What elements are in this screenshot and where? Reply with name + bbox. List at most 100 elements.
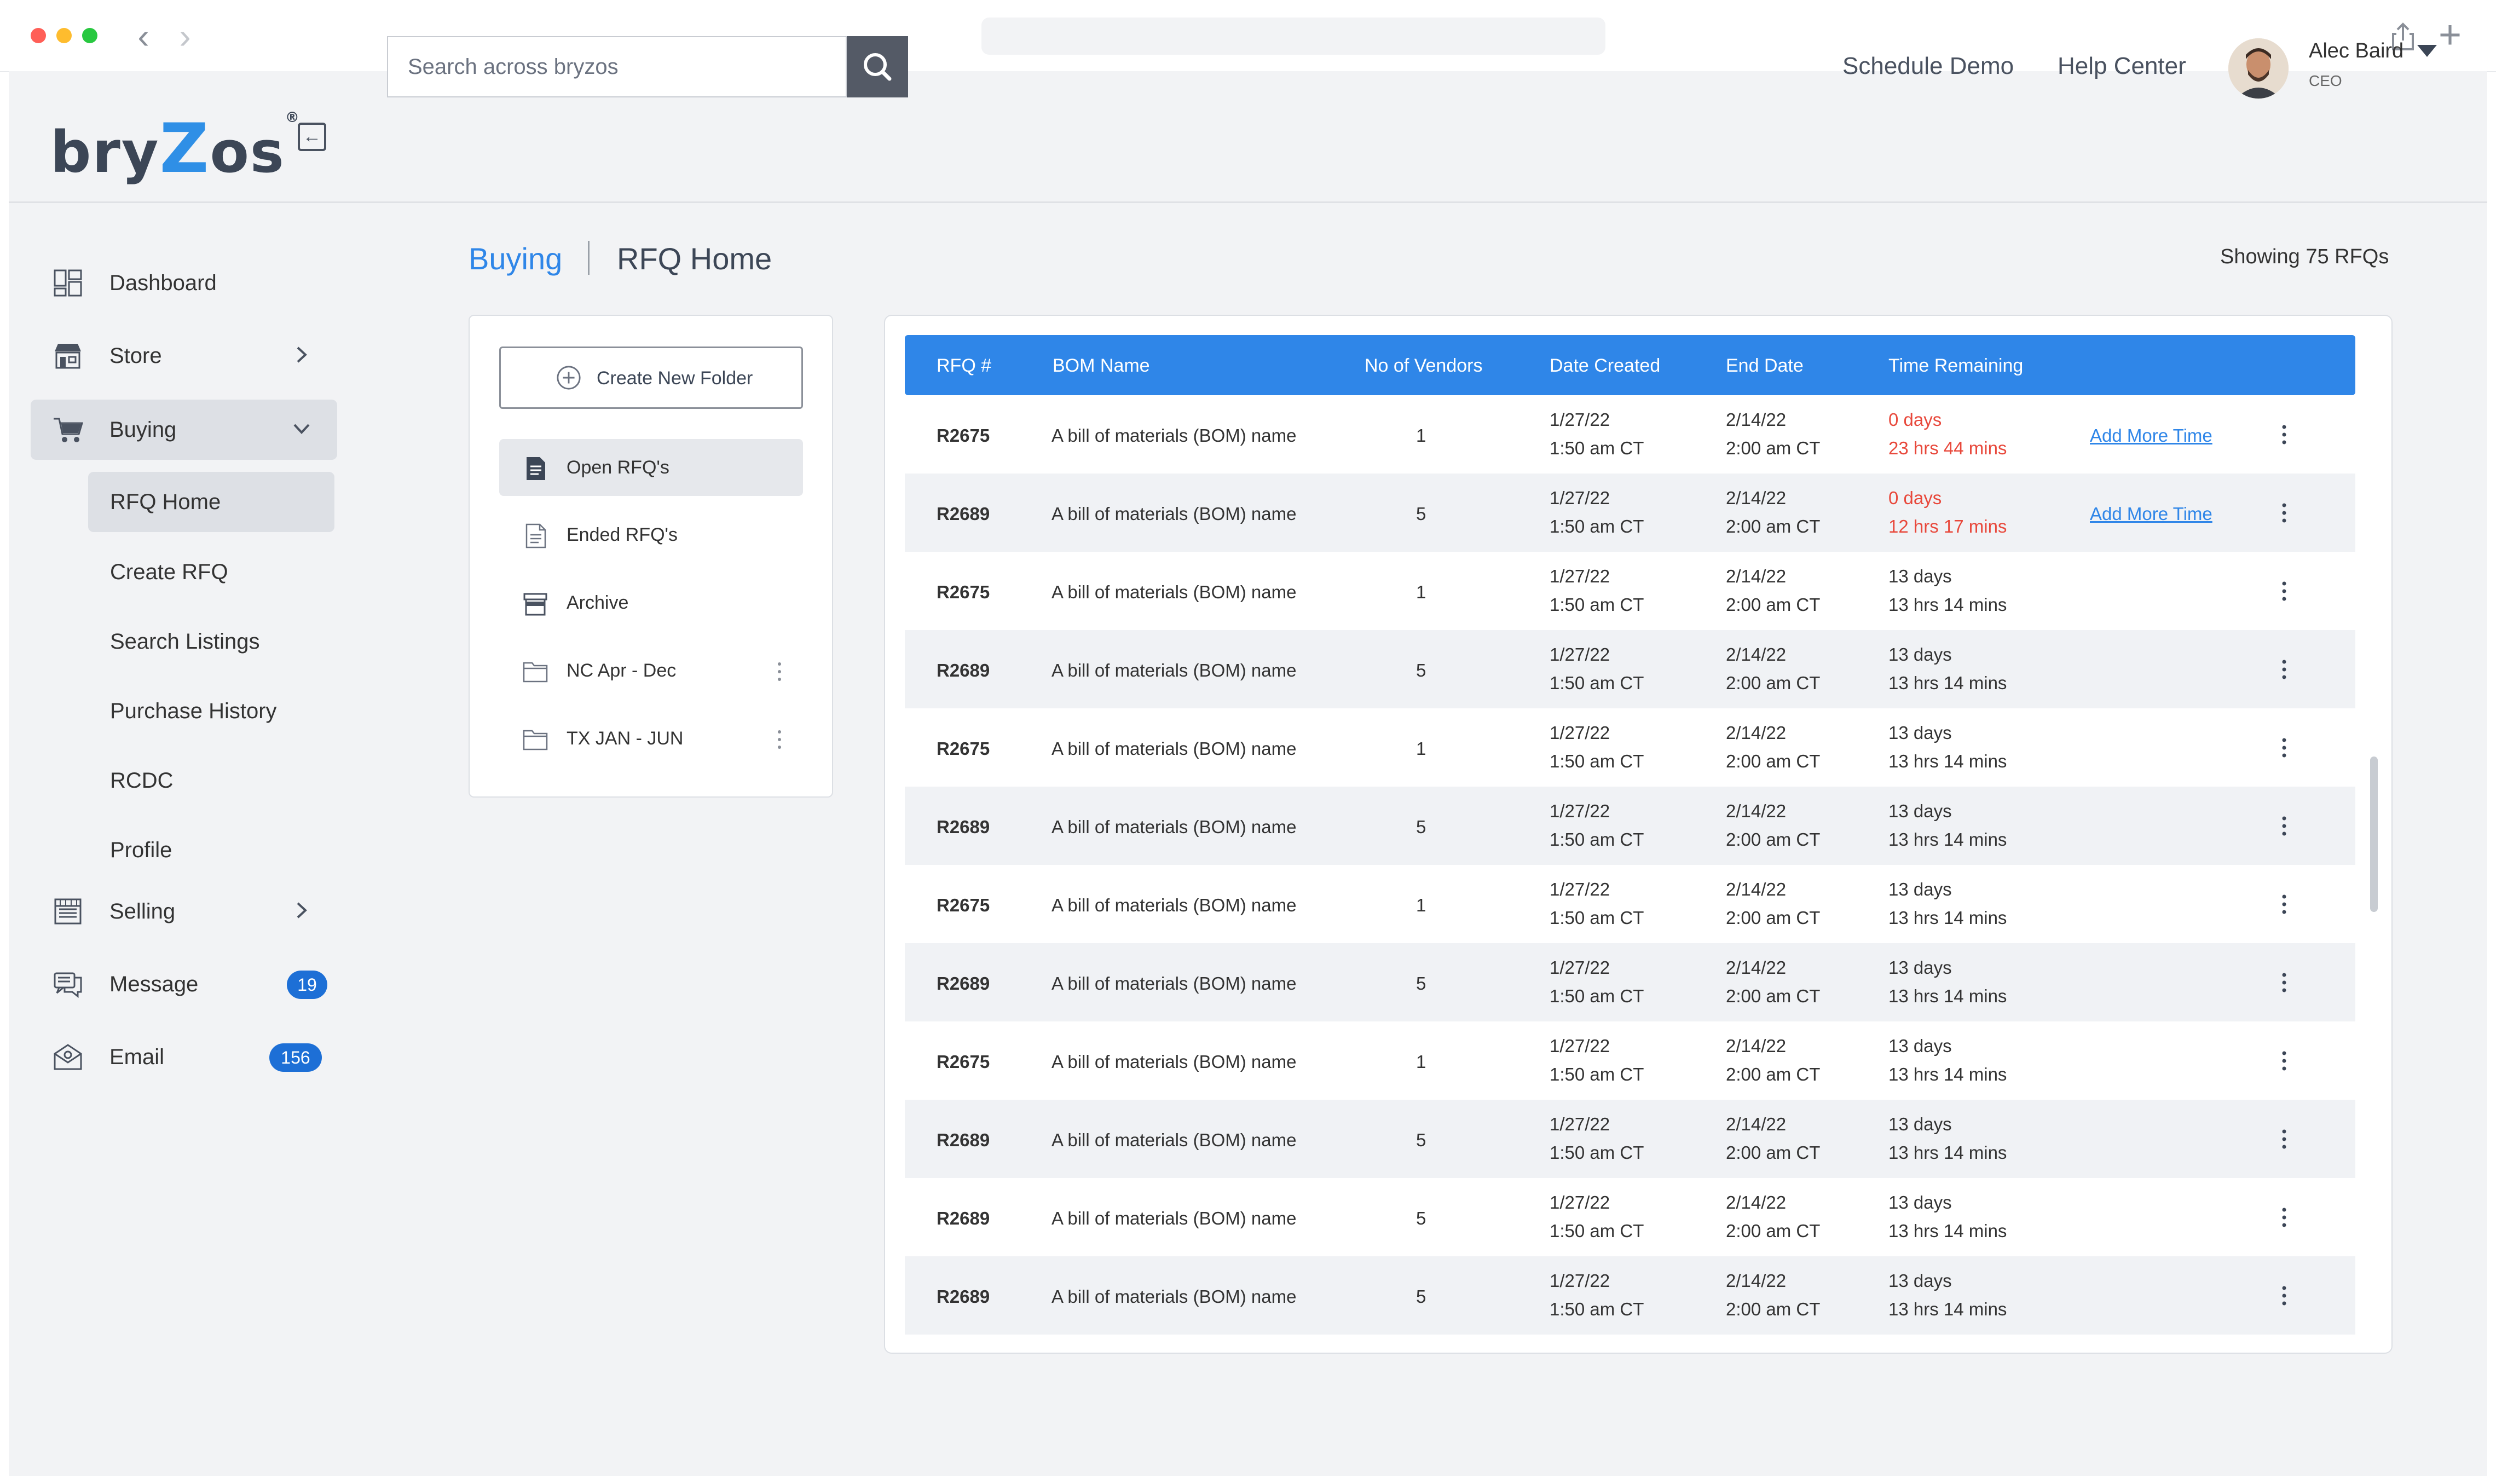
dashboard-icon	[54, 269, 82, 297]
table-row[interactable]: R2675 A bill of materials (BOM) name 1 1/27…	[905, 1021, 2355, 1100]
vendor-count: 5	[1416, 1130, 1426, 1150]
time-created: 1:50 am CT	[1550, 1221, 1644, 1241]
row-kebab-menu-icon[interactable]	[2279, 1047, 2290, 1075]
table-row[interactable]: R2689 A bill of materials (BOM) name 5 1/27…	[905, 1100, 2355, 1178]
window-minimize-button[interactable]	[56, 28, 72, 43]
sidebar-subitem-create-rfq[interactable]: Create RFQ	[88, 542, 334, 602]
column-header-vendors[interactable]: No of Vendors	[1365, 355, 1483, 376]
column-header-date-created[interactable]: Date Created	[1550, 355, 1661, 376]
collapse-sidebar-icon[interactable]: ←	[298, 123, 326, 151]
address-bar[interactable]	[981, 18, 1605, 55]
column-header-rfq[interactable]: RFQ #	[937, 355, 992, 376]
table-row[interactable]: R2689 A bill of materials (BOM) name 5 1/27…	[905, 787, 2355, 865]
row-kebab-menu-icon[interactable]	[2279, 734, 2290, 762]
time-created: 1:50 am CT	[1550, 1064, 1644, 1084]
sidebar-subitem-search-listings[interactable]: Search Listings	[88, 611, 334, 672]
sidebar-item-label: Buying	[109, 418, 177, 442]
bryzos-logo[interactable]: bryZos®	[50, 109, 301, 188]
create-new-folder-button[interactable]: Create New Folder	[499, 347, 803, 409]
add-circle-icon	[557, 366, 581, 390]
table-row[interactable]: R2689 A bill of materials (BOM) name 5 1/27…	[905, 1256, 2355, 1335]
help-center-link[interactable]: Help Center	[2058, 53, 2186, 79]
row-kebab-menu-icon[interactable]	[2279, 812, 2290, 840]
message-count-badge: 19	[287, 971, 327, 999]
days-remaining: 13 days	[1888, 1192, 1952, 1212]
table-row[interactable]: R2675 A bill of materials (BOM) name 1 1/27…	[905, 552, 2355, 630]
sidebar-subitem-rcdc[interactable]: RCDC	[88, 750, 334, 811]
user-name[interactable]: Alec Baird	[2309, 39, 2404, 62]
table-row[interactable]: R2689 A bill of materials (BOM) name 5 1/27…	[905, 1178, 2355, 1256]
chevron-right-icon	[297, 902, 307, 919]
window-maximize-button[interactable]	[82, 28, 97, 43]
back-arrow-icon[interactable]: ‹	[137, 16, 149, 56]
avatar[interactable]	[2228, 38, 2289, 99]
sidebar-subitem-profile[interactable]: Profile	[88, 820, 334, 880]
sidebar-item-email[interactable]: Email 156	[31, 1027, 337, 1087]
bom-name: A bill of materials (BOM) name	[1051, 817, 1297, 837]
sidebar-subitem-rfq-home[interactable]: RFQ Home	[88, 472, 334, 532]
folder-item-open-rfqs[interactable]: Open RFQ's	[499, 439, 803, 496]
archive-icon	[523, 593, 547, 616]
new-tab-icon[interactable]: +	[2439, 13, 2462, 57]
hours-remaining: 13 hrs 14 mins	[1888, 751, 2007, 771]
search-button[interactable]	[847, 36, 908, 97]
time-created: 1:50 am CT	[1550, 1142, 1644, 1163]
user-menu-caret-icon[interactable]	[2417, 45, 2437, 57]
date-created: 1/27/22	[1550, 1271, 1610, 1291]
table-row[interactable]: R2675 A bill of materials (BOM) name 1 1/27…	[905, 708, 2355, 787]
schedule-demo-link[interactable]: Schedule Demo	[1842, 53, 2014, 79]
table-row[interactable]: R2689 A bill of materials (BOM) name 5 1/27…	[905, 630, 2355, 708]
hours-remaining: 13 hrs 14 mins	[1888, 829, 2007, 850]
add-more-time-link[interactable]: Add More Time	[2090, 504, 2212, 524]
column-header-bom-name[interactable]: BOM Name	[1053, 355, 1150, 376]
row-kebab-menu-icon[interactable]	[2279, 655, 2290, 684]
share-icon[interactable]	[2387, 20, 2419, 53]
sidebar-subitem-purchase-history[interactable]: Purchase History	[88, 681, 334, 741]
sidebar-item-selling[interactable]: Selling	[31, 881, 337, 942]
email-icon	[54, 1044, 82, 1070]
table-row[interactable]: R2675 A bill of materials (BOM) name 1 1/27…	[905, 395, 2355, 474]
column-header-end-date[interactable]: End Date	[1726, 355, 1804, 376]
rfq-number: R2675	[937, 895, 990, 915]
bom-name: A bill of materials (BOM) name	[1051, 1208, 1297, 1228]
row-kebab-menu-icon[interactable]	[2279, 420, 2290, 449]
row-kebab-menu-icon[interactable]	[2279, 890, 2290, 919]
end-date: 2/14/22	[1726, 723, 1787, 743]
sidebar-item-message[interactable]: Message 19	[31, 954, 337, 1014]
window-close-button[interactable]	[31, 28, 46, 43]
kebab-menu-icon[interactable]	[774, 655, 785, 688]
row-kebab-menu-icon[interactable]	[2279, 1125, 2290, 1153]
row-kebab-menu-icon[interactable]	[2279, 499, 2290, 527]
storefront-icon	[54, 898, 82, 925]
folder-icon	[523, 730, 548, 750]
table-row[interactable]: R2675 A bill of materials (BOM) name 1 1/27…	[905, 865, 2355, 943]
table-row[interactable]: R2689 A bill of materials (BOM) name 5 1/27…	[905, 943, 2355, 1021]
time-created: 1:50 am CT	[1550, 829, 1644, 850]
folder-item-ended-rfqs[interactable]: Ended RFQ's	[499, 506, 803, 563]
kebab-menu-icon[interactable]	[774, 723, 785, 756]
table-row[interactable]: R2689 A bill of materials (BOM) name 5 1/27…	[905, 474, 2355, 552]
vendor-count: 1	[1416, 425, 1426, 446]
row-kebab-menu-icon[interactable]	[2279, 968, 2290, 997]
folder-item-archive[interactable]: Archive	[499, 574, 803, 631]
sidebar-item-dashboard[interactable]: Dashboard	[31, 253, 337, 313]
search-input[interactable]	[387, 36, 847, 97]
end-time: 2:00 am CT	[1726, 1064, 1821, 1084]
bom-name: A bill of materials (BOM) name	[1051, 1130, 1297, 1150]
sidebar-item-buying[interactable]: Buying	[31, 400, 337, 460]
days-remaining: 13 days	[1888, 801, 1952, 821]
sidebar-item-store[interactable]: Store	[31, 326, 337, 386]
table-scrollbar[interactable]	[2370, 757, 2378, 912]
add-more-time-link[interactable]: Add More Time	[2090, 425, 2212, 446]
breadcrumb-parent[interactable]: Buying	[469, 241, 563, 276]
create-new-folder-label: Create New Folder	[597, 368, 753, 389]
row-kebab-menu-icon[interactable]	[2279, 1203, 2290, 1232]
hours-remaining: 13 hrs 14 mins	[1888, 1299, 2007, 1319]
vendor-count: 5	[1416, 973, 1426, 994]
column-header-time-remaining[interactable]: Time Remaining	[1888, 355, 2024, 376]
row-kebab-menu-icon[interactable]	[2279, 1281, 2290, 1310]
row-kebab-menu-icon[interactable]	[2279, 577, 2290, 605]
folder-item-nc-apr-dec[interactable]: NC Apr - Dec	[499, 642, 803, 699]
folder-item-tx-jan-jun[interactable]: TX JAN - JUN	[499, 710, 803, 767]
forward-arrow-icon[interactable]: ›	[179, 16, 191, 56]
